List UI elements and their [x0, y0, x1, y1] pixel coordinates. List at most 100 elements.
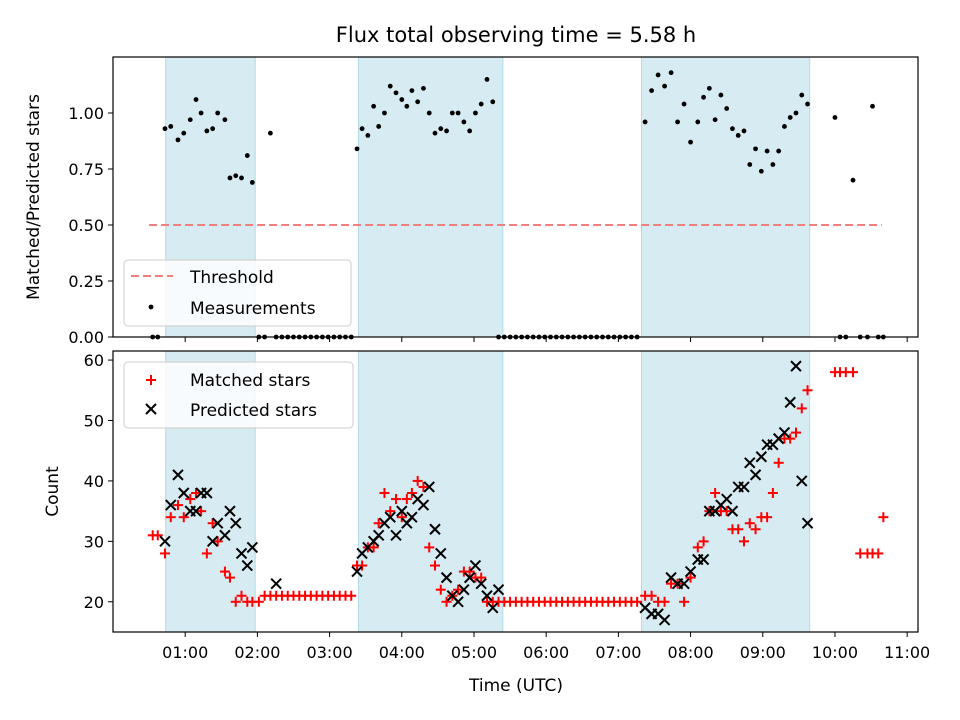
predicted-star-point	[726, 505, 739, 517]
x-tick-label: 11:00	[884, 643, 930, 662]
y-tick-label: 40	[84, 472, 104, 491]
measurement-point	[642, 119, 648, 125]
matched-star-point	[767, 488, 778, 499]
predicted-star-point	[224, 505, 236, 517]
measurement-point	[387, 83, 393, 89]
matched-star-point	[159, 548, 170, 559]
matched-star-point	[685, 572, 696, 583]
measurement-point	[741, 128, 747, 134]
measurement-point	[662, 83, 667, 89]
predicted-star-point	[801, 517, 814, 529]
y-tick-label: 60	[84, 351, 104, 370]
predicted-star-point	[481, 590, 493, 602]
predicted-star-point	[159, 535, 171, 548]
matched-star-point	[802, 385, 813, 396]
x-tick-label: 08:00	[668, 643, 714, 662]
matched-star-point	[646, 590, 657, 601]
matched-star-point	[406, 488, 417, 499]
ratio-y-axis: 0.00 0.25 0.50 0.75 1.00	[68, 104, 113, 347]
measurement-point	[399, 97, 405, 102]
x-tick-label: 09:00	[740, 643, 786, 662]
measurement-point	[244, 153, 250, 158]
measurement-point	[478, 101, 484, 107]
matched-star-point	[464, 566, 475, 577]
measurement-point	[724, 106, 730, 111]
matched-star-point	[379, 488, 390, 499]
measurement-point	[444, 128, 449, 134]
predicted-star-point	[417, 499, 430, 511]
predicted-star-point	[492, 583, 505, 596]
matched-star-point	[785, 433, 796, 444]
measurement-point	[267, 130, 273, 136]
ratio-panel: 0.00 0.25 0.50 0.75 1.00 Matched/Predicted s…	[24, 56, 919, 347]
measurement-point	[770, 162, 776, 167]
matched-star-point	[219, 566, 230, 577]
predicted-star-point	[390, 529, 402, 542]
observing-window-band	[357, 350, 504, 633]
predicted-star-point	[396, 505, 408, 517]
matched-star-point	[739, 536, 750, 547]
ratio-legend-box	[123, 259, 352, 327]
measurement-point	[832, 115, 838, 120]
measurements-legend-marker	[148, 304, 154, 310]
measurement-point	[730, 126, 735, 132]
matched-star-point	[207, 518, 218, 529]
x-axis-label: Time (UTC)	[468, 676, 563, 696]
matched-star-point	[878, 512, 889, 523]
predicted-star-point	[458, 583, 470, 596]
matched-star-point	[396, 512, 407, 523]
measurement-point	[799, 92, 805, 98]
matched-star-point	[692, 542, 703, 553]
matched-star-point	[178, 512, 189, 523]
matched-star-point	[762, 512, 773, 523]
predicted-stars-legend-marker	[145, 403, 157, 415]
count-series	[147, 360, 889, 626]
matched-star-point	[733, 524, 744, 535]
matched-star-point	[373, 518, 384, 529]
matched-star-point	[224, 572, 235, 583]
predicted-star-point	[241, 559, 253, 572]
matched-star-point	[659, 596, 670, 607]
matched-star-point	[236, 590, 247, 601]
ratio-plot-frame	[112, 56, 919, 338]
measurement-point	[198, 110, 204, 116]
measurement-point	[758, 168, 764, 174]
measurement-point	[473, 110, 478, 116]
predicted-star-point	[178, 487, 190, 499]
predicted-star-point	[230, 517, 242, 529]
predicted-star-point	[678, 577, 690, 590]
predicted-stars-legend-label: Predicted stars	[190, 401, 317, 421]
measurement-point	[776, 148, 782, 154]
matched-star-point	[412, 475, 423, 486]
count-y-axis: 20 30 40 50 60	[84, 351, 113, 612]
measurement-point	[175, 137, 181, 143]
predicted-star-point	[720, 493, 733, 505]
measurement-point	[382, 110, 387, 116]
matched-star-point	[773, 457, 784, 468]
y-tick-label: 1.00	[68, 104, 104, 123]
predicted-star-point	[201, 487, 213, 499]
ratio-x-ticks	[184, 337, 908, 342]
count-legend-box	[123, 361, 354, 429]
measurement-point	[764, 148, 770, 154]
measurement-point	[681, 101, 687, 107]
predicted-star-point	[235, 547, 248, 560]
y-tick-label: 0.75	[68, 160, 104, 179]
ratio-legend: Threshold Measurements	[123, 259, 352, 327]
matched-star-point	[430, 560, 440, 571]
predicted-star-point	[452, 596, 464, 608]
measurement-point	[409, 88, 415, 93]
measurement-point	[438, 126, 444, 132]
predicted-star-point	[384, 511, 396, 523]
matched-star-point	[632, 596, 643, 607]
matched-star-point	[424, 542, 435, 553]
measurement-point	[359, 126, 365, 132]
predicted-star-point	[684, 565, 697, 578]
predicted-star-point	[749, 469, 762, 481]
measurement-point	[695, 119, 701, 125]
x-tick-label: 06:00	[523, 643, 569, 662]
measurement-point	[449, 110, 455, 116]
measurement-point	[168, 124, 174, 129]
observing-window-band	[357, 56, 504, 338]
